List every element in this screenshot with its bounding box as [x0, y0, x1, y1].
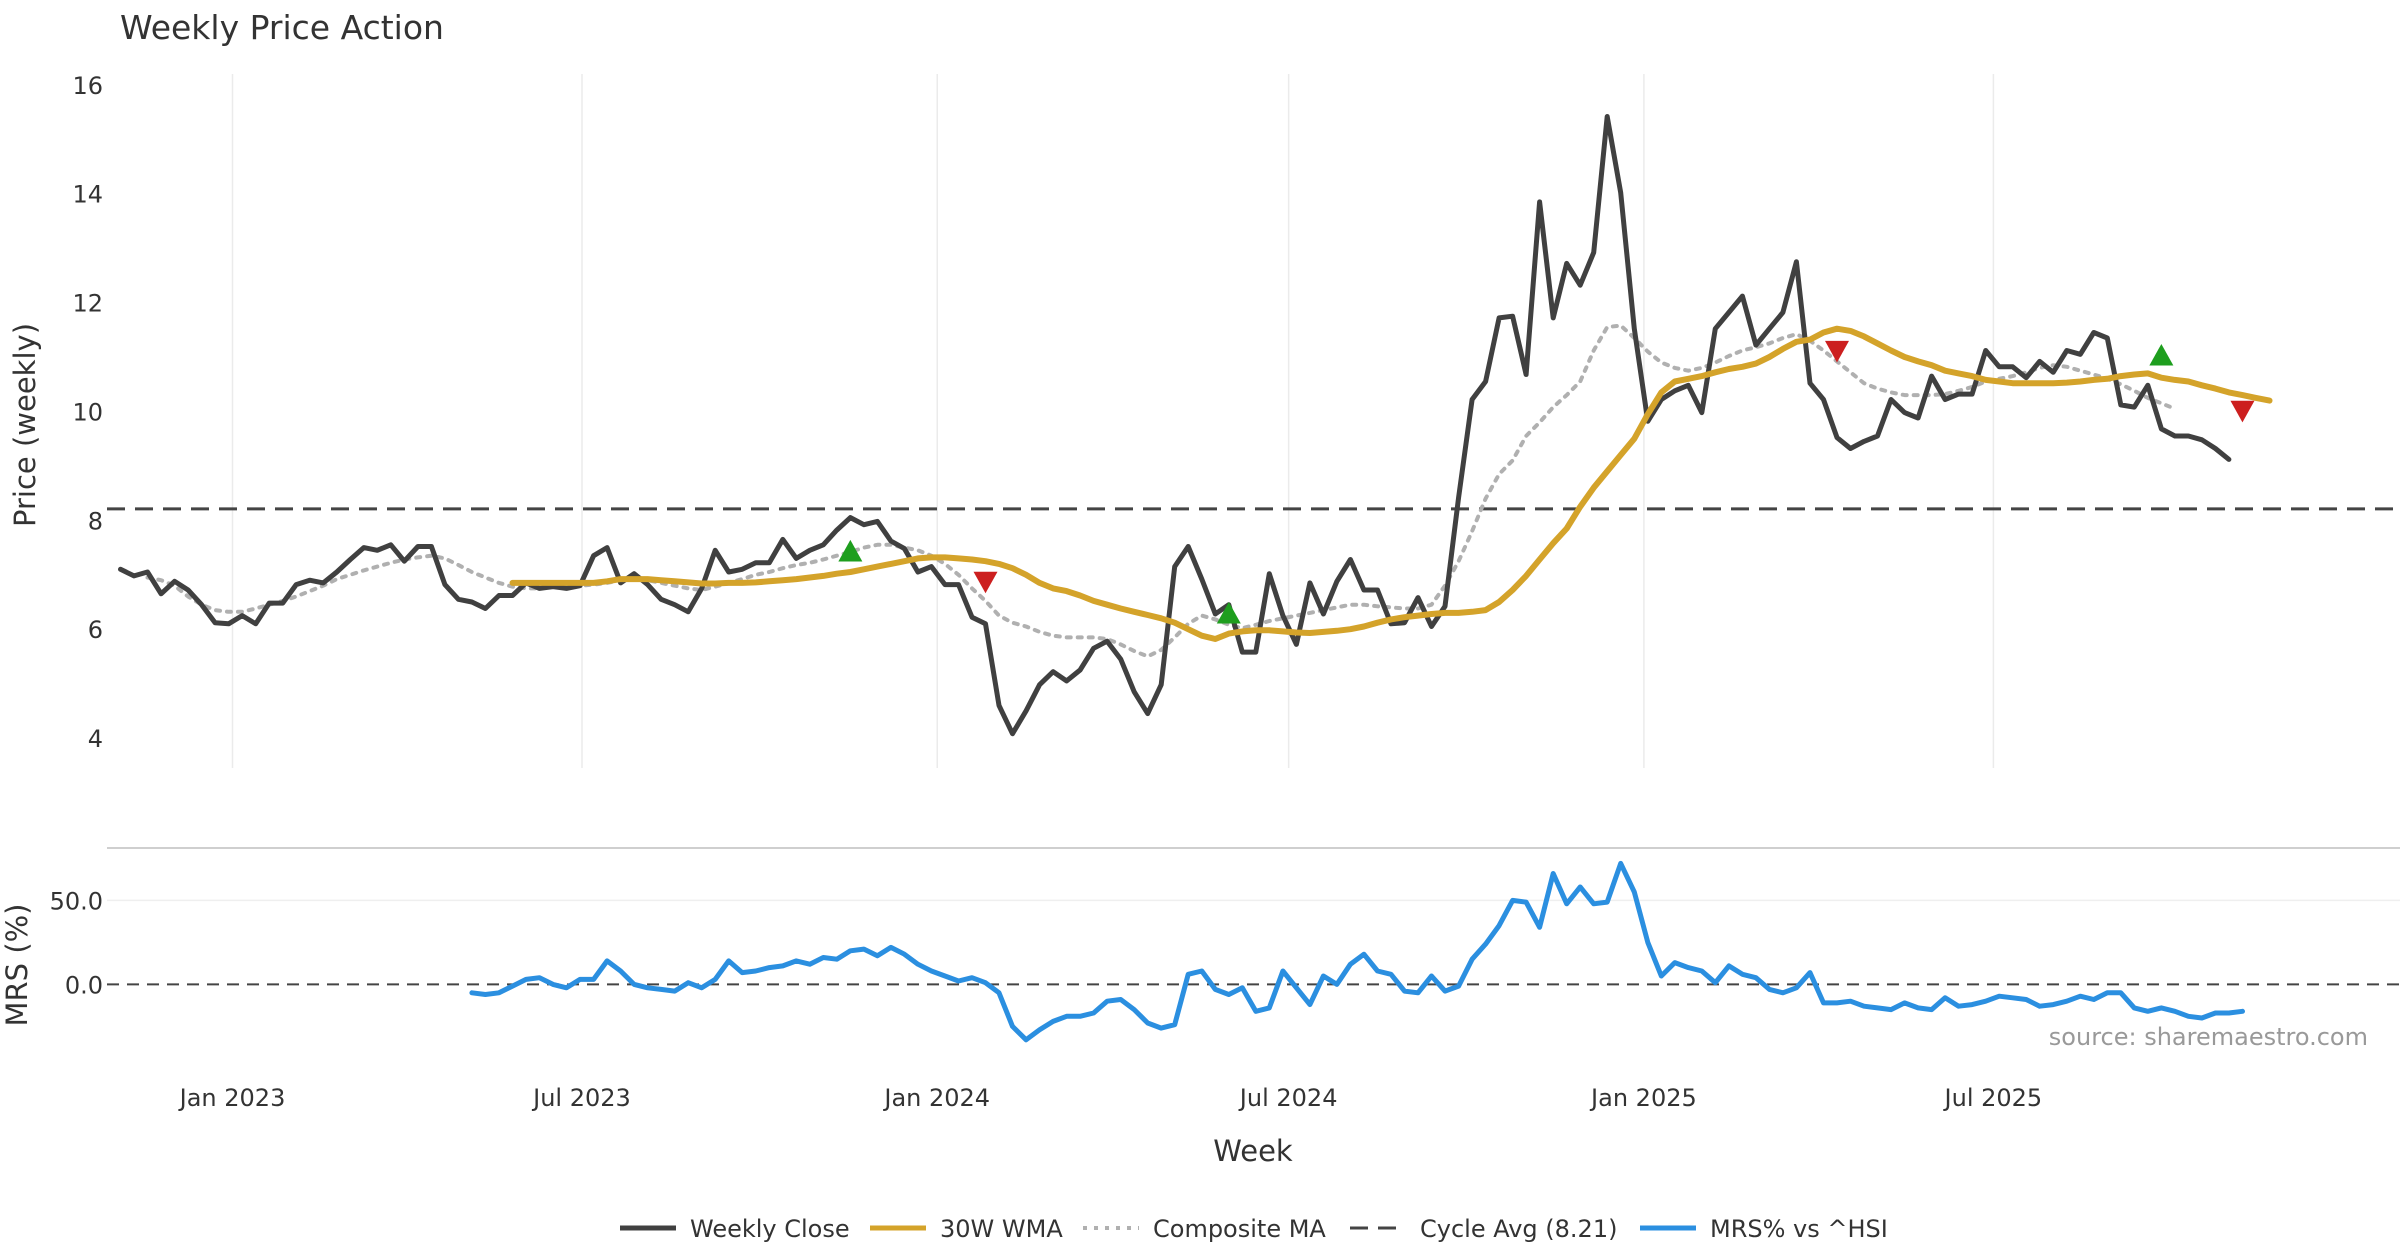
mrs-grid — [107, 847, 2400, 986]
legend: Weekly Close 30W WMA Composite MA Cycle Avg… — [620, 1215, 1888, 1243]
x-ticks: Jan 2023 Jul 2023 Jan 2024 Jul 2024 Jan 2025… — [178, 1084, 2043, 1112]
legend-label: Cycle Avg (8.21) — [1420, 1215, 1617, 1243]
signal-markers — [838, 340, 2255, 624]
mrs-y-ticks: 0.0 50.0 — [50, 887, 103, 999]
x-tick-label: Jul 2024 — [1238, 1084, 1338, 1112]
sell-signal-marker — [1824, 340, 1849, 363]
wma-30w-line — [509, 325, 2273, 642]
mrs-line — [469, 860, 2245, 1043]
buy-signal-marker — [2149, 343, 2174, 366]
price-y-tick-label: 10 — [72, 398, 103, 426]
price-y-ticks: 4 6 8 10 12 14 16 — [72, 72, 103, 753]
price-y-tick-label: 12 — [72, 290, 103, 318]
source-credit: source: sharemaestro.com — [2049, 1023, 2368, 1051]
x-axis-label: Week — [1213, 1134, 1293, 1168]
price-y-tick-label: 4 — [88, 725, 103, 753]
x-tick-label: Jul 2023 — [531, 1084, 631, 1112]
x-tick-label: Jan 2025 — [1589, 1084, 1697, 1112]
legend-label: Weekly Close — [690, 1215, 850, 1243]
price-y-tick-label: 6 — [88, 616, 103, 644]
legend-label: 30W WMA — [940, 1215, 1063, 1243]
x-tick-label: Jan 2023 — [178, 1084, 286, 1112]
sell-signal-marker — [973, 571, 998, 594]
price-y-axis-label: Price (weekly) — [8, 323, 42, 527]
x-tick-label: Jan 2024 — [882, 1084, 990, 1112]
price-series — [118, 114, 2273, 737]
mrs-y-tick-label: 50.0 — [50, 887, 103, 915]
buy-signal-marker — [838, 539, 863, 562]
sell-signal-marker — [2230, 400, 2255, 423]
price-y-tick-label: 8 — [88, 507, 103, 535]
mrs-y-axis-label: MRS (%) — [0, 904, 34, 1027]
chart-title: Weekly Price Action — [120, 8, 444, 47]
weekly-close-line — [118, 114, 2232, 737]
price-y-tick-label: 16 — [72, 72, 103, 100]
x-tick-label: Jul 2025 — [1943, 1084, 2043, 1112]
mrs-y-tick-label: 0.0 — [65, 971, 103, 999]
mrs-series — [469, 860, 2245, 1043]
legend-label: Composite MA — [1153, 1215, 1326, 1243]
buy-signal-marker — [1216, 601, 1241, 624]
price-y-tick-label: 14 — [72, 181, 103, 209]
legend-label: MRS% vs ^HSI — [1710, 1215, 1888, 1243]
composite-ma-line — [145, 323, 2177, 659]
price-grid — [107, 74, 2400, 768]
